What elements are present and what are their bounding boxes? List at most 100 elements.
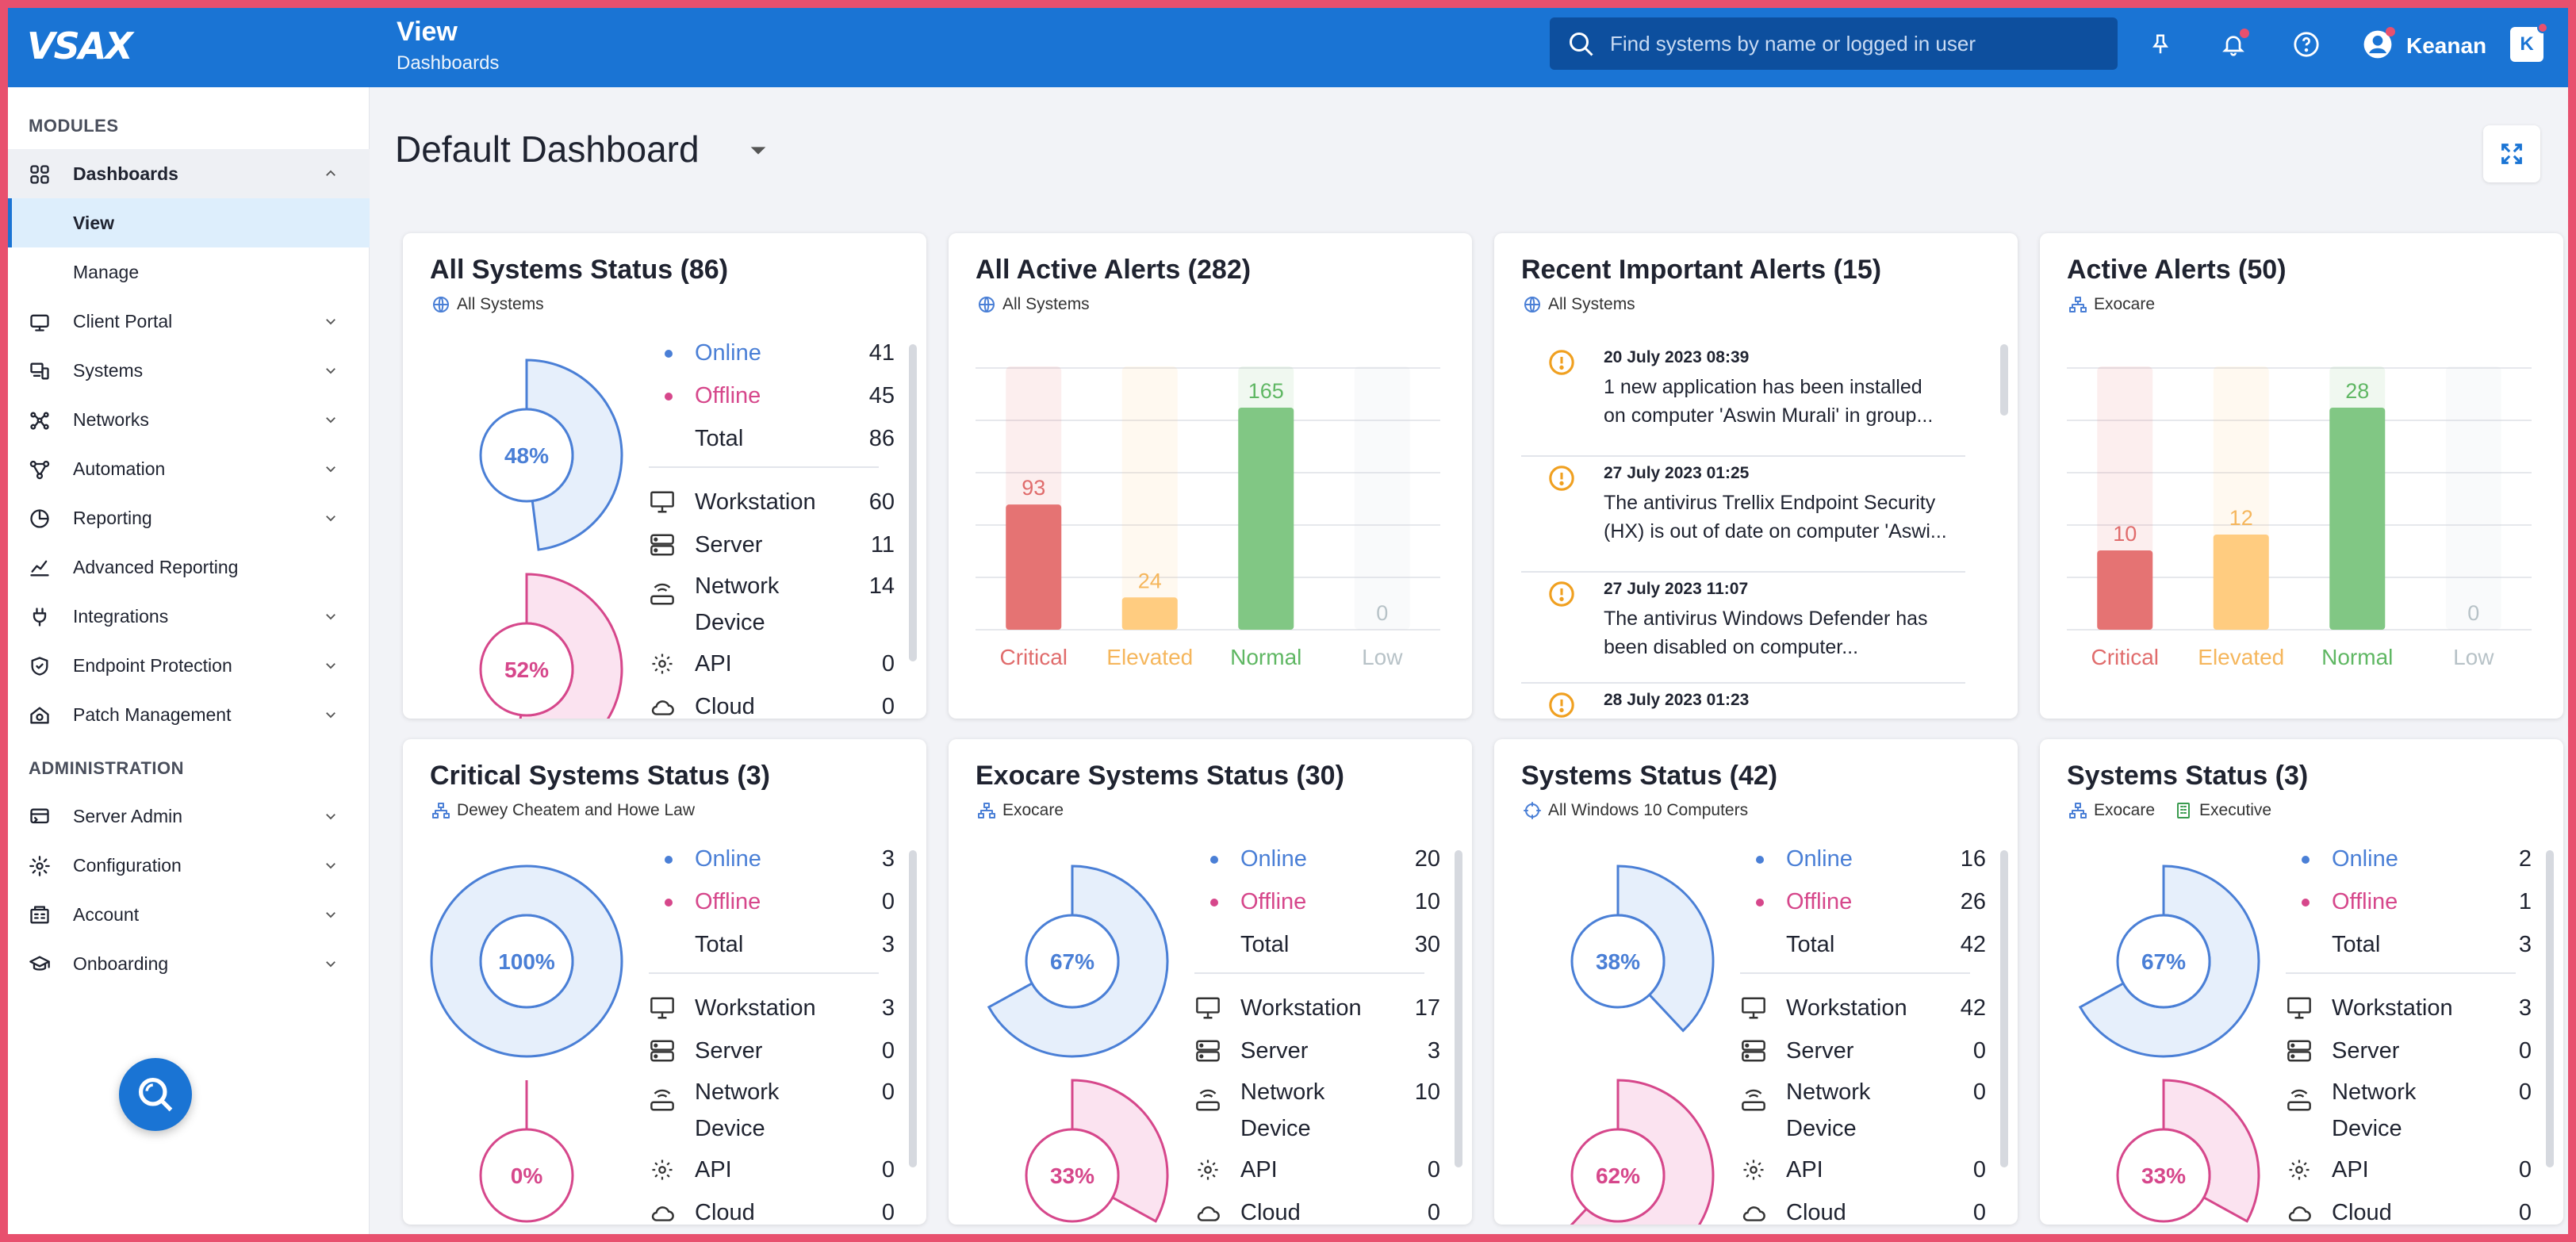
sidebar-subitem-view[interactable]: View bbox=[8, 198, 370, 247]
stat-api[interactable]: API 0 bbox=[1740, 1148, 1986, 1191]
stat-workstation[interactable]: Workstation 42 bbox=[1740, 987, 1986, 1029]
help-button[interactable] bbox=[2289, 27, 2324, 62]
active-alerts-widget[interactable]: 10 Critical 12 Elevated 28 Normal 0 Low Active A… bbox=[2040, 233, 2563, 719]
sidebar-subitem-manage[interactable]: Manage bbox=[8, 247, 370, 297]
recent-alert-item[interactable]: 28 July 2023 01:23 bbox=[1521, 684, 1965, 719]
offline-donut[interactable]: 0% bbox=[424, 1072, 630, 1225]
stat-online[interactable]: Online 20 bbox=[1194, 838, 1440, 880]
chevron-down-icon[interactable] bbox=[322, 956, 339, 971]
stat-network-device[interactable]: Network Device 0 bbox=[2286, 1074, 2532, 1147]
online-donut[interactable]: 48% bbox=[424, 352, 630, 558]
scope-tag[interactable]: All Systems bbox=[431, 295, 544, 314]
widget-scrollbar[interactable] bbox=[2546, 850, 2554, 1167]
chevron-down-icon[interactable] bbox=[322, 658, 339, 673]
stat-offline[interactable]: Offline 45 bbox=[649, 374, 895, 417]
stat-cloud[interactable]: Cloud 0 bbox=[649, 685, 895, 719]
stat-network-device[interactable]: Network Device 14 bbox=[649, 568, 895, 641]
chevron-down-icon[interactable] bbox=[322, 412, 339, 427]
stat-network-device[interactable]: Network Device 0 bbox=[1740, 1074, 1986, 1147]
stat-cloud[interactable]: Cloud 0 bbox=[1194, 1191, 1440, 1225]
scope-tag[interactable]: Exocare bbox=[2068, 801, 2155, 820]
stat-server[interactable]: Server 11 bbox=[649, 523, 895, 566]
scope-tag[interactable]: All Systems bbox=[1523, 295, 1635, 314]
stat-cloud[interactable]: Cloud 0 bbox=[649, 1191, 895, 1225]
stat-offline[interactable]: Offline 1 bbox=[2286, 880, 2532, 923]
widget-scrollbar[interactable] bbox=[1455, 850, 1462, 1167]
chevron-down-icon[interactable] bbox=[322, 858, 339, 872]
chevron-down-icon[interactable] bbox=[322, 907, 339, 922]
systems-status-widget[interactable]: Critical Systems Status (3) Dewey Cheatem… bbox=[403, 739, 926, 1225]
fullscreen-button[interactable] bbox=[2483, 125, 2540, 182]
search-input[interactable] bbox=[1610, 17, 2102, 70]
global-search[interactable] bbox=[1550, 17, 2118, 70]
chevron-down-icon[interactable] bbox=[322, 511, 339, 525]
user-avatar[interactable] bbox=[2360, 27, 2395, 62]
stat-server[interactable]: Server 3 bbox=[1194, 1029, 1440, 1072]
widget-scrollbar[interactable] bbox=[909, 850, 917, 1167]
scope-tag[interactable]: All Systems bbox=[977, 295, 1090, 314]
stat-online[interactable]: Online 2 bbox=[2286, 838, 2532, 880]
sidebar-item-onboarding[interactable]: Onboarding bbox=[8, 939, 370, 988]
scope-tag[interactable]: All Windows 10 Computers bbox=[1523, 801, 1748, 820]
stat-api[interactable]: API 0 bbox=[649, 1148, 895, 1191]
sidebar-item-configuration[interactable]: Configuration bbox=[8, 841, 370, 890]
sidebar-item-reporting[interactable]: Reporting bbox=[8, 493, 370, 542]
tenant-badge[interactable]: K bbox=[2510, 22, 2548, 62]
sidebar-item-advanced-reporting[interactable]: Advanced Reporting bbox=[8, 542, 370, 592]
sidebar-item-systems[interactable]: Systems bbox=[8, 346, 370, 395]
stat-workstation[interactable]: Workstation 3 bbox=[649, 987, 895, 1029]
sidebar-item-integrations[interactable]: Integrations bbox=[8, 592, 370, 641]
stat-api[interactable]: API 0 bbox=[2286, 1148, 2532, 1191]
widget-scrollbar[interactable] bbox=[2000, 344, 2008, 416]
stat-offline[interactable]: Offline 0 bbox=[649, 880, 895, 923]
stat-offline[interactable]: Offline 26 bbox=[1740, 880, 1986, 923]
stat-workstation[interactable]: Workstation 3 bbox=[2286, 987, 2532, 1029]
offline-donut[interactable]: 33% bbox=[969, 1072, 1175, 1225]
stat-server[interactable]: Server 0 bbox=[2286, 1029, 2532, 1072]
chevron-down-icon[interactable] bbox=[322, 707, 339, 722]
stat-api[interactable]: API 0 bbox=[649, 642, 895, 685]
offline-donut[interactable]: 33% bbox=[2060, 1072, 2267, 1225]
stat-workstation[interactable]: Workstation 60 bbox=[649, 481, 895, 523]
stat-cloud[interactable]: Cloud 0 bbox=[2286, 1191, 2532, 1225]
systems-status-widget[interactable]: Systems Status (3) Exocare Executive 67% 33%… bbox=[2040, 739, 2563, 1225]
sidebar-item-networks[interactable]: Networks bbox=[8, 395, 370, 444]
recent-alert-item[interactable]: 20 July 2023 08:39 1 new application has … bbox=[1521, 341, 1965, 457]
search-help-fab[interactable] bbox=[119, 1058, 192, 1131]
chevron-down-icon[interactable] bbox=[322, 809, 339, 823]
stat-network-device[interactable]: Network Device 10 bbox=[1194, 1074, 1440, 1147]
stat-online[interactable]: Online 3 bbox=[649, 838, 895, 880]
notifications-button[interactable] bbox=[2216, 27, 2251, 62]
scope-tag[interactable]: Exocare bbox=[2068, 295, 2155, 314]
dashboard-select-caret-icon[interactable] bbox=[747, 143, 769, 159]
stat-cloud[interactable]: Cloud 0 bbox=[1740, 1191, 1986, 1225]
scope-tag[interactable]: Executive bbox=[2174, 801, 2271, 820]
widget-scrollbar[interactable] bbox=[2000, 850, 2008, 1167]
online-donut[interactable]: 38% bbox=[1515, 858, 1721, 1064]
systems-status-widget[interactable]: Systems Status (42) All Windows 10 Comput… bbox=[1494, 739, 2018, 1225]
scope-tag[interactable]: Exocare bbox=[977, 801, 1064, 820]
systems-status-widget[interactable]: Exocare Systems Status (30) Exocare 67% 33%… bbox=[949, 739, 1472, 1225]
stat-server[interactable]: Server 0 bbox=[1740, 1029, 1986, 1072]
stat-network-device[interactable]: Network Device 0 bbox=[649, 1074, 895, 1147]
recent-alert-item[interactable]: 27 July 2023 11:07 The antivirus Windows … bbox=[1521, 573, 1965, 684]
chevron-up-icon[interactable] bbox=[322, 167, 339, 181]
sidebar-item-server-admin[interactable]: Server Admin bbox=[8, 792, 370, 841]
online-donut[interactable]: 67% bbox=[2060, 858, 2267, 1064]
dashboard-title[interactable]: Default Dashboard bbox=[395, 128, 700, 170]
offline-donut[interactable]: 62% bbox=[1515, 1072, 1721, 1225]
stat-api[interactable]: API 0 bbox=[1194, 1148, 1440, 1191]
stat-workstation[interactable]: Workstation 17 bbox=[1194, 987, 1440, 1029]
pin-button[interactable] bbox=[2143, 27, 2178, 62]
user-name[interactable]: Keanan bbox=[2406, 33, 2487, 58]
recent-alert-item[interactable]: 27 July 2023 01:25 The antivirus Trellix … bbox=[1521, 457, 1965, 573]
chevron-down-icon[interactable] bbox=[322, 462, 339, 476]
chevron-down-icon[interactable] bbox=[322, 363, 339, 378]
sidebar-item-client-portal[interactable]: Client Portal bbox=[8, 297, 370, 346]
stat-online[interactable]: Online 16 bbox=[1740, 838, 1986, 880]
online-donut[interactable]: 67% bbox=[969, 858, 1175, 1064]
scope-tag[interactable]: Dewey Cheatem and Howe Law bbox=[431, 801, 695, 820]
vsax-logo[interactable]: VSAX bbox=[27, 22, 186, 70]
online-donut[interactable]: 100% bbox=[424, 858, 630, 1064]
chevron-down-icon[interactable] bbox=[322, 609, 339, 623]
